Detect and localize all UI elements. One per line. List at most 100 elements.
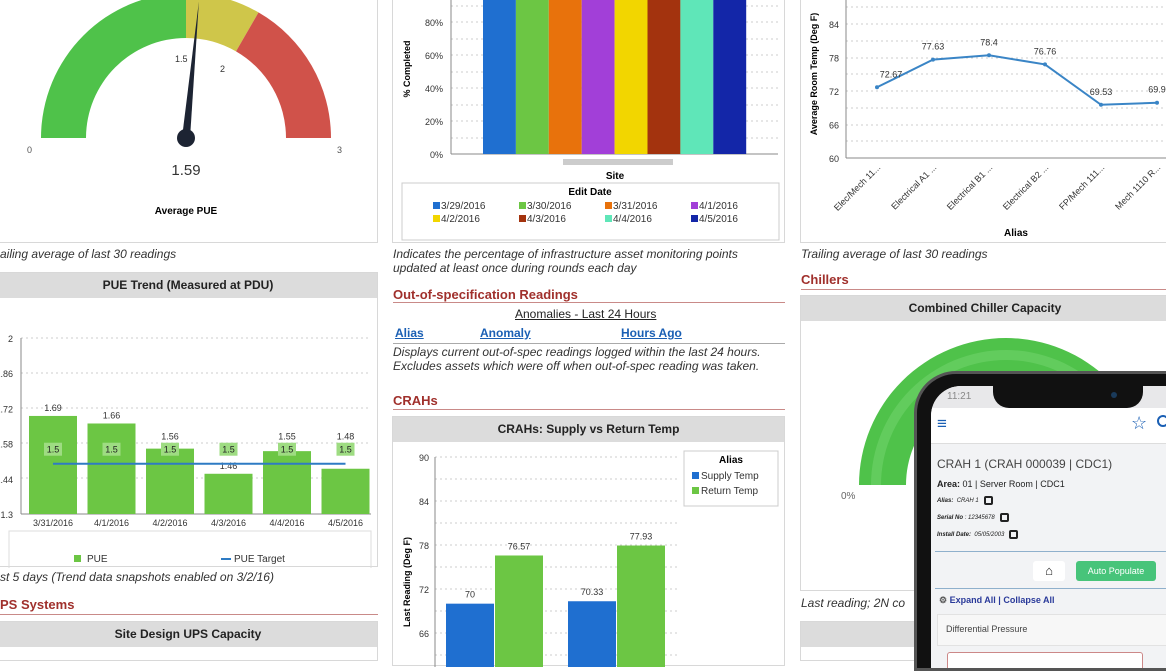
legend-pue-swatch: [74, 555, 81, 562]
serial-value: : 12345678: [964, 515, 995, 522]
x-tick-label: 3/31/2016: [33, 518, 73, 528]
column-alias[interactable]: Alias: [395, 326, 424, 340]
y-tick-label: 2: [8, 334, 13, 344]
room-temp-label: 76.76: [1034, 46, 1057, 56]
room-temp-point: [1155, 100, 1159, 105]
y-tick-label: 90: [419, 453, 429, 463]
y-tick-label: 1.86: [0, 369, 13, 379]
asset-install-date: Install Date: 05/05/2003: [937, 530, 1019, 539]
rounds-panel: 0% 20% 40% 60% 80%% Completed Site Edit Date 3/…: [392, 0, 785, 243]
y-tick-label: 60: [829, 154, 839, 164]
rounds-caption-1: Indicates the percentage of infrastructu…: [393, 247, 738, 261]
gauge-band: [41, 0, 186, 138]
expand-all-link[interactable]: Expand All: [949, 595, 996, 605]
target-label-box: [44, 442, 62, 456]
auto-populate-button[interactable]: Auto Populate: [1076, 561, 1156, 581]
alias-label: Alias:: [937, 498, 954, 505]
y-axis-title: % Completed: [402, 40, 412, 97]
divider-2: [935, 588, 1166, 589]
legend-label: 3/29/2016: [441, 201, 486, 212]
pue-bar: [204, 473, 253, 514]
completion-bar: [483, 0, 516, 154]
x-tick-label: 4/5/2016: [328, 518, 363, 528]
gauge-band: [236, 12, 331, 139]
x-tick-label: Electrical B1 ...: [945, 162, 995, 212]
gauge-max-label: 3: [337, 145, 342, 155]
edit-serial-icon[interactable]: [999, 513, 1009, 522]
home-button[interactable]: ⌂: [1033, 561, 1065, 581]
gauge-min-label: 0: [27, 145, 32, 155]
y-tick-label: 66: [419, 629, 429, 639]
area-value: 01 | Server Room | CDC1: [962, 479, 1065, 489]
pue-bar-label: 1.46: [220, 461, 238, 471]
gauge-value: 1.59: [171, 162, 200, 179]
room-temp-point: [987, 53, 991, 58]
ups-panel: Site Design UPS Capacity: [0, 621, 378, 661]
y-tick-label: 1.3: [0, 510, 13, 520]
completion-bar: [614, 0, 648, 154]
pue-bar: [146, 448, 194, 514]
edit-install-date-icon[interactable]: [1009, 530, 1019, 539]
y-tick-label: 78: [419, 541, 429, 551]
status-time: 11:21: [947, 391, 972, 402]
legend-title: Alias: [719, 455, 743, 466]
pue-trend-panel: PUE Trend (Measured at PDU) 2 1.86 1.72 1.5…: [0, 272, 378, 568]
legend-label: 3/30/2016: [527, 201, 572, 212]
search-icon[interactable]: [1157, 415, 1166, 427]
x-tick-label: Electrical A1 ...: [889, 162, 938, 211]
target-label-box: [102, 442, 121, 456]
ups-panel-title: Site Design UPS Capacity: [0, 622, 377, 647]
crah-bar-label: 76.57: [508, 541, 531, 551]
legend-swatch: [433, 215, 440, 222]
pue-bar-label: 1.69: [44, 403, 62, 413]
room-temp-chart: 84 78 72 66 60 Average Room Temp (Deg F) 72.67…: [809, 0, 1166, 239]
ups-section-title: PS Systems: [0, 597, 75, 612]
menu-icon[interactable]: ≡: [937, 414, 947, 433]
crah-bar-label: 70: [465, 590, 475, 600]
x-tick-label: 4/1/2016: [94, 518, 129, 528]
divider-1: [935, 551, 1166, 552]
legend-label: 4/3/2016: [527, 214, 566, 225]
crah-supply-return-chart: 90 84 78 72 66 Last Reading (Deg F) 70 76.57 70.…: [402, 450, 779, 667]
phone-notch: [993, 386, 1143, 408]
pue-gauge: 0 3 1.5 2 1.59 Average PUE: [27, 0, 342, 217]
room-temp-line: [876, 54, 1158, 106]
pue-bar: [263, 451, 311, 514]
ups-section-rule: [0, 614, 378, 615]
room-temp-point: [1043, 62, 1047, 67]
legend-swatch: [691, 202, 698, 209]
pue-bar: [29, 415, 77, 514]
room-temp-label: 69.53: [1090, 87, 1113, 97]
edit-alias-icon[interactable]: [983, 496, 993, 505]
differential-pressure-section[interactable]: Differential Pressure: [937, 614, 1166, 646]
completion-bar: [548, 0, 582, 154]
target-label-box: [336, 442, 355, 456]
pue-gauge-caption: ailing average of last 30 readings: [0, 247, 177, 261]
crahs-panel-title: CRAHs: Supply vs Return Temp: [393, 417, 784, 442]
pue-trend-title: PUE Trend (Measured at PDU): [0, 273, 377, 298]
pue-bar-label: 1.48: [337, 432, 355, 442]
legend-label: 4/2/2016: [441, 214, 480, 225]
column-anomaly[interactable]: Anomaly: [480, 326, 531, 340]
favorite-star-icon[interactable]: ☆: [1131, 413, 1148, 433]
rounds-caption-2: updated at least once during rounds each…: [393, 261, 637, 275]
x-tick-label: FP/Mech 111...: [1057, 162, 1106, 211]
target-label: 1.5: [222, 445, 235, 455]
target-label-box: [219, 442, 238, 456]
pue-trend-caption: st 5 days (Trend data snapshots enabled …: [0, 570, 274, 584]
legend-title: Edit Date: [568, 187, 612, 198]
column-hours-ago[interactable]: Hours Ago: [621, 326, 682, 340]
legend-swatch: [519, 215, 526, 222]
crah-bar-label: 70.33: [581, 587, 604, 597]
target-label: 1.5: [47, 445, 60, 455]
target-label-box: [278, 442, 296, 456]
serial-label: Serial No: [937, 515, 964, 522]
collapse-all-link[interactable]: Collapse All: [1003, 595, 1055, 605]
completion-bar: [515, 0, 549, 154]
y-tick-label: 0%: [430, 150, 443, 160]
target-label-box: [161, 442, 179, 456]
target-label: 1.5: [105, 445, 118, 455]
x-tick-label: Electrical B2 ...: [1001, 162, 1051, 212]
reading-input[interactable]: [947, 652, 1143, 668]
